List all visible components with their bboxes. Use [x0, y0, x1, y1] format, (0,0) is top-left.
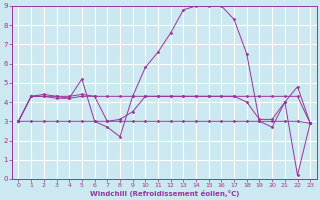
X-axis label: Windchill (Refroidissement éolien,°C): Windchill (Refroidissement éolien,°C): [90, 190, 239, 197]
